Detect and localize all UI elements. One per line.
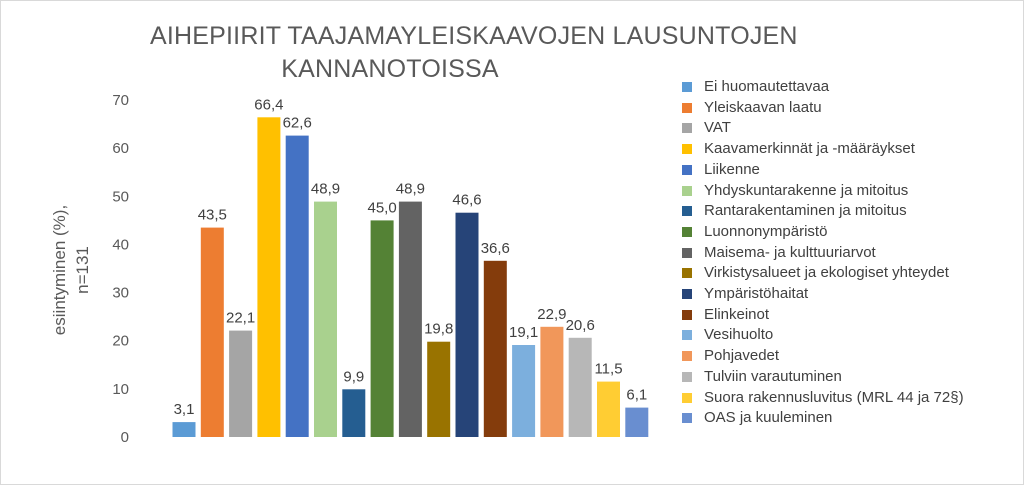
legend-swatch [682,185,692,196]
legend-swatch [682,413,692,424]
data-label: 48,9 [311,181,340,198]
bar [342,389,366,437]
bar [229,330,253,437]
data-label: 6,1 [626,387,647,404]
y-tick-label: 50 [112,188,129,205]
bar [483,260,507,437]
legend-swatch [682,102,692,113]
legend-swatch [682,309,692,320]
legend-swatch [682,247,692,258]
bar [257,117,281,438]
y-axis-label-line-1: esiintyminen (%), [50,205,69,335]
legend-swatch [682,82,692,92]
data-label: 48,9 [396,181,425,198]
data-label: 19,8 [424,321,453,338]
y-axis-label-line-2: n=131 [73,246,92,294]
y-tick-label: 0 [121,429,129,446]
bar [568,337,592,437]
legend-label: Ei huomautettavaa [704,78,830,95]
y-tick-label: 20 [112,333,129,350]
legend-swatch [682,371,692,382]
bar [398,201,422,437]
bar [200,227,224,437]
legend-swatch [682,206,692,217]
legend-swatch [682,351,692,362]
bar [455,212,479,437]
legend-label: VAT [704,119,731,137]
bar [427,341,451,437]
bar [625,407,649,437]
y-tick-label: 70 [112,92,129,109]
legend-swatch [682,392,692,403]
y-tick-label: 40 [112,236,129,253]
y-tick-label: 30 [112,285,129,302]
legend-label: Yleiskaavan laatu [704,98,822,116]
y-tick-label: 60 [112,140,129,157]
data-label: 62,6 [283,115,312,132]
legend-swatch [682,289,692,299]
y-axis-ticks: 0 10 20 30 40 50 60 70 [112,92,129,446]
legend-label: Elinkeinot [704,305,770,323]
legend-label: Luonnonympäristö [704,222,828,240]
legend-label: Liikenne [704,160,760,178]
bar [512,345,536,437]
bar [314,201,337,437]
legend-swatch [682,330,692,341]
bars [172,117,649,438]
chart-title-line-2: KANNANOTOISSA [281,55,499,83]
legend-label: Vesihuolto [704,326,774,344]
legend-label: Ympäristöhaitat [704,285,809,302]
data-label: 9,9 [343,368,364,385]
legend-swatch [682,164,692,175]
legend-label: Suora rakennusluvitus (MRL 44 ja 72§) [704,388,964,406]
legend-swatch [682,123,692,134]
data-labels: 3,143,522,166,462,648,99,945,048,919,846… [174,96,648,418]
legend-label: Virkistysalueet ja ekologiset yhteydet [704,264,949,282]
data-label: 20,6 [566,317,595,334]
data-label: 36,6 [481,240,510,257]
data-label: 66,4 [254,96,283,113]
legend-swatch [682,144,692,155]
legend-label: Maisema- ja kulttuuriarvot [704,243,876,261]
y-tick-label: 10 [112,381,129,398]
data-label: 43,5 [198,207,227,224]
legend-label: Kaavamerkinnät ja -määräykset [704,140,915,158]
bar [540,326,564,437]
data-label: 22,9 [537,306,566,323]
legend-label: Tulviin varautuminen [704,367,842,385]
data-label: 22,1 [226,310,255,327]
bar [370,220,394,437]
legend-swatch [682,226,692,237]
legend-swatch [682,268,692,279]
data-label: 19,1 [509,324,538,341]
y-axis-label: esiintyminen (%), n=131 [50,205,92,335]
legend-label: Rantarakentaminen ja mitoitus [704,202,907,220]
data-label: 45,0 [367,199,396,216]
legend-label: Yhdyskuntarakenne ja mitoitus [704,181,909,199]
bar [172,422,196,437]
data-label: 46,6 [452,192,481,209]
data-label: 3,1 [174,401,195,418]
legend-label: OAS ja kuuleminen [704,409,833,427]
data-label: 11,5 [594,361,622,378]
bar [285,135,309,437]
legend-label: Pohjavedet [704,347,780,365]
bar [597,381,620,437]
